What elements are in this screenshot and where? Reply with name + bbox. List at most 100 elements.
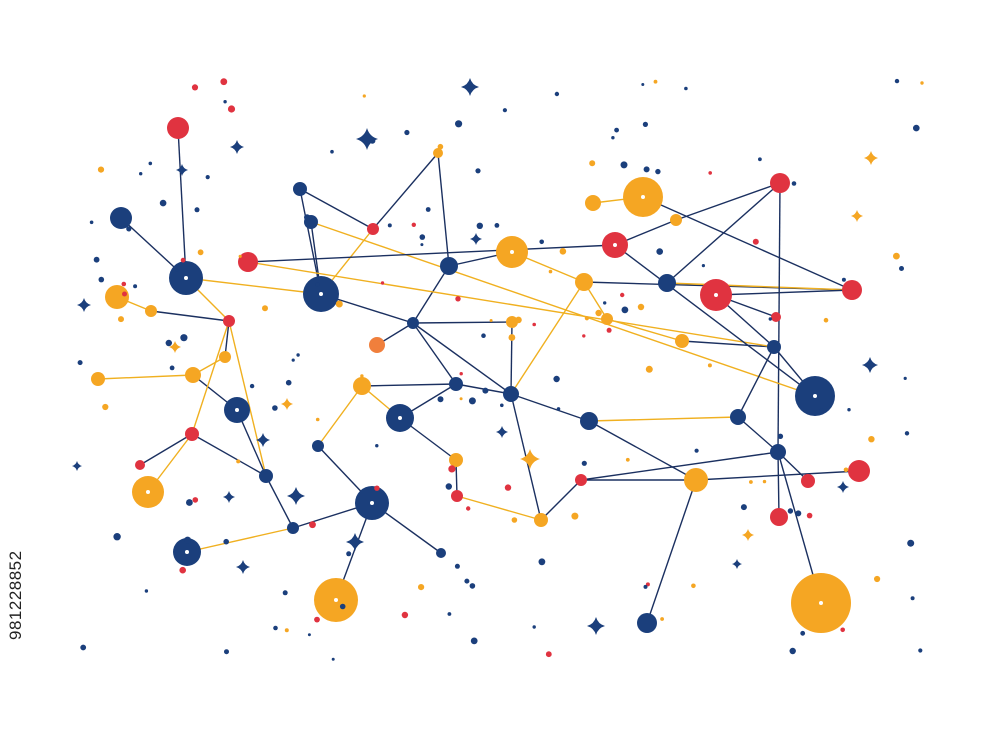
scatter-dot: [249, 383, 255, 389]
sparkle-star-icon: [72, 461, 82, 471]
scatter-dot: [425, 207, 431, 212]
scatter-dot: [335, 300, 343, 308]
network-edge: [580, 451, 779, 481]
scatter-dot: [708, 171, 712, 175]
network-node: [771, 312, 781, 322]
network-edge: [666, 182, 781, 284]
sparkle-star-icon: [223, 491, 235, 503]
scatter-dot: [419, 234, 426, 240]
network-edge: [737, 346, 775, 418]
scatter-dot: [165, 339, 172, 347]
scatter-dot: [273, 625, 278, 631]
node-glyph: [813, 394, 817, 398]
sparkle-star-icon: [587, 617, 605, 635]
scatter-dot: [625, 457, 630, 462]
scatter-dot: [220, 78, 228, 86]
scatter-dot: [481, 333, 486, 339]
network-edge: [510, 281, 585, 395]
scatter-dot: [291, 358, 295, 362]
scatter-dot: [469, 583, 476, 589]
scatter-dot: [806, 512, 813, 519]
scatter-dot: [304, 214, 311, 221]
network-node: [293, 182, 307, 196]
sparkle-star-icon: [461, 78, 479, 96]
network-node: [601, 313, 613, 325]
sparkle-star-icon: [356, 128, 378, 150]
scatter-dot: [494, 223, 500, 228]
scatter-dot: [133, 284, 138, 289]
scatter-dot: [545, 651, 552, 658]
network-node: [440, 257, 458, 275]
network-edge: [224, 320, 230, 358]
scatter-dot: [515, 316, 522, 324]
scatter-dot: [758, 157, 762, 162]
node-glyph: [319, 292, 323, 296]
scatter-dot: [595, 309, 602, 317]
scatter-dot: [554, 91, 560, 97]
network-node: [223, 315, 235, 327]
scatter-dot: [823, 317, 829, 323]
scatter-dot: [447, 612, 452, 616]
scatter-dot: [272, 405, 278, 411]
scatter-dot: [307, 633, 311, 637]
scatter-dot: [571, 512, 579, 520]
scatter-dot: [284, 628, 289, 633]
scatter-dot: [80, 644, 87, 651]
scatter-dot: [420, 243, 424, 247]
scatter-dot: [339, 603, 346, 610]
scatter-dot: [894, 78, 900, 84]
scatter-dot: [893, 252, 900, 260]
network-node: [433, 148, 443, 158]
scatter-dot: [800, 630, 806, 636]
network-node: [848, 460, 870, 482]
network-edge: [681, 340, 775, 348]
network-edge: [646, 479, 697, 624]
sparkle-star-icon: [851, 210, 863, 222]
network-edge: [666, 282, 853, 291]
network-edge: [310, 221, 816, 397]
scatter-dot: [454, 563, 460, 569]
node-glyph: [185, 550, 189, 554]
network-edge: [588, 420, 697, 481]
scatter-dot: [315, 282, 320, 287]
scatter-dot: [464, 578, 470, 584]
node-glyph: [613, 243, 617, 247]
scatter-dot: [175, 268, 179, 272]
scatter-dot: [285, 379, 292, 386]
network-node: [575, 474, 587, 486]
scatter-dot: [169, 365, 175, 371]
network-edge: [186, 527, 294, 553]
scatter-dot: [548, 269, 553, 274]
scatter-dot: [309, 521, 316, 529]
scatter-dot: [920, 81, 924, 85]
scatter-dot: [437, 396, 444, 403]
network-node: [449, 453, 463, 467]
scatter-dot: [468, 397, 476, 405]
scatter-dot: [455, 120, 463, 128]
network-edge: [737, 416, 779, 453]
scatter-dot: [331, 657, 335, 661]
sparkle-star-icon: [496, 426, 508, 438]
scatter-dot: [459, 397, 463, 401]
scatter-dot: [553, 375, 560, 383]
network-node: [185, 427, 199, 441]
network-node: [449, 377, 463, 391]
network-edge: [191, 320, 230, 435]
network-node: [506, 316, 518, 328]
sparkle-star-icon: [169, 341, 181, 353]
scatter-dot: [315, 417, 320, 422]
scatter-dot: [238, 254, 242, 258]
scatter-dot: [470, 637, 478, 645]
network-edge: [247, 244, 616, 263]
scatter-dot: [380, 281, 385, 285]
scatter-dot: [620, 292, 625, 298]
scatter-dot: [621, 306, 629, 314]
scatter-dot: [482, 387, 489, 394]
network-edge: [265, 475, 294, 529]
network-edge: [437, 152, 450, 267]
network-node: [767, 340, 781, 354]
network-edge: [228, 320, 267, 477]
scatter-dot: [538, 558, 546, 566]
node-glyph: [146, 490, 150, 494]
scatter-dot: [768, 317, 772, 321]
